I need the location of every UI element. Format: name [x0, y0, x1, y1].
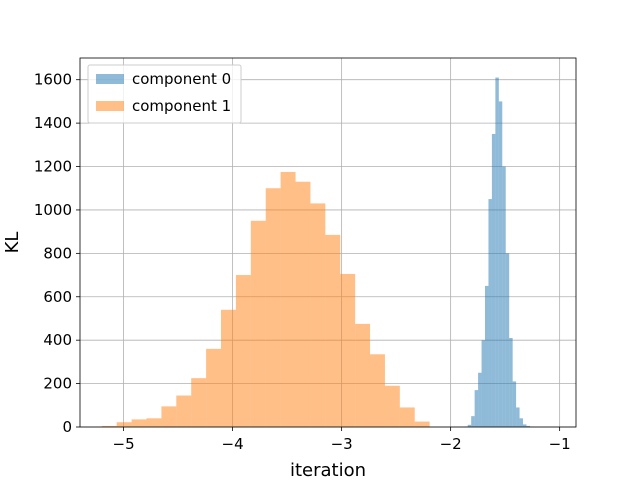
histogram-bar-component-0 — [509, 338, 513, 427]
histogram-bar-component-1 — [355, 323, 371, 427]
histogram-bar-component-0 — [488, 199, 492, 427]
histogram-bar-component-1 — [191, 378, 207, 427]
histogram-bar-component-0 — [505, 253, 510, 427]
histogram-bar-component-1 — [250, 220, 266, 427]
histogram-bar-component-1 — [265, 188, 281, 427]
histogram-bar-component-1 — [235, 275, 251, 427]
histogram-bar-component-0 — [484, 285, 489, 427]
legend-swatch-component-0 — [96, 74, 124, 84]
y-axis-label: KL — [2, 232, 23, 254]
legend: component 0 component 1 — [87, 64, 242, 124]
x-tick-label: −2 — [440, 435, 462, 453]
y-tick-label: 1000 — [34, 201, 72, 219]
histogram-bar-component-0 — [498, 101, 503, 427]
histogram-bar-component-0 — [516, 407, 520, 427]
y-tick-label: 200 — [43, 375, 72, 393]
histogram-bar-component-1 — [116, 422, 132, 427]
histogram-bar-component-1 — [131, 419, 147, 427]
histogram-bar-component-1 — [221, 309, 236, 427]
x-tick-label: −4 — [222, 435, 244, 453]
histogram-bar-component-0 — [474, 390, 479, 427]
legend-label-component-1: component 1 — [132, 97, 231, 115]
y-tick-label: 1600 — [34, 71, 72, 89]
histogram-bar-component-1 — [146, 418, 162, 427]
histogram-bar-component-1 — [161, 406, 177, 427]
histogram-bar-component-0 — [467, 424, 472, 427]
histogram-bar-component-0 — [471, 416, 475, 427]
axis-ticks: −5 −4 −3 −2 −1 0 200 400 600 800 1000 1200 1400 1600 — [34, 71, 571, 453]
histogram-bar-component-1 — [325, 234, 341, 427]
y-tick-label: 1200 — [34, 158, 72, 176]
histogram-bar-component-0 — [491, 133, 496, 427]
y-tick-label: 800 — [43, 244, 72, 262]
histogram-bar-component-1 — [370, 354, 385, 427]
histogram-bar-component-1 — [280, 171, 296, 427]
histogram-bar-component-0 — [478, 372, 482, 427]
y-tick-label: 1400 — [34, 114, 72, 132]
histogram-bar-component-0 — [526, 425, 530, 427]
y-tick-label: 400 — [43, 331, 72, 349]
x-tick-label: −5 — [113, 435, 135, 453]
histogram-bar-component-0 — [519, 418, 524, 427]
histogram-bar-component-1 — [310, 203, 326, 427]
histogram-bar-component-1 — [414, 421, 430, 427]
histogram-bars — [101, 77, 534, 428]
histogram-bar-component-1 — [176, 395, 192, 427]
legend-label-component-0: component 0 — [132, 70, 231, 88]
histogram-bar-component-1 — [295, 181, 311, 427]
plot-frame — [79, 57, 577, 428]
histogram-bar-component-0 — [481, 340, 485, 427]
histogram-bar-component-0 — [495, 77, 499, 428]
histogram-bar-component-1 — [206, 348, 222, 427]
x-tick-label: −3 — [331, 435, 353, 453]
histogram-bar-component-1 — [399, 407, 415, 427]
y-tick-label: 600 — [43, 288, 72, 306]
histogram-bar-component-0 — [523, 424, 527, 427]
histogram-bar-component-0 — [512, 381, 517, 427]
x-axis-label: iteration — [290, 460, 366, 480]
histogram-bar-component-1 — [340, 273, 356, 427]
x-tick-label: −1 — [549, 435, 571, 453]
histogram-bar-component-1 — [101, 425, 117, 427]
histogram-bar-component-0 — [502, 166, 506, 427]
histogram-bar-component-1 — [384, 385, 400, 427]
legend-swatch-component-1 — [96, 101, 124, 111]
y-tick-label: 0 — [62, 418, 72, 436]
legend-box — [87, 64, 242, 124]
